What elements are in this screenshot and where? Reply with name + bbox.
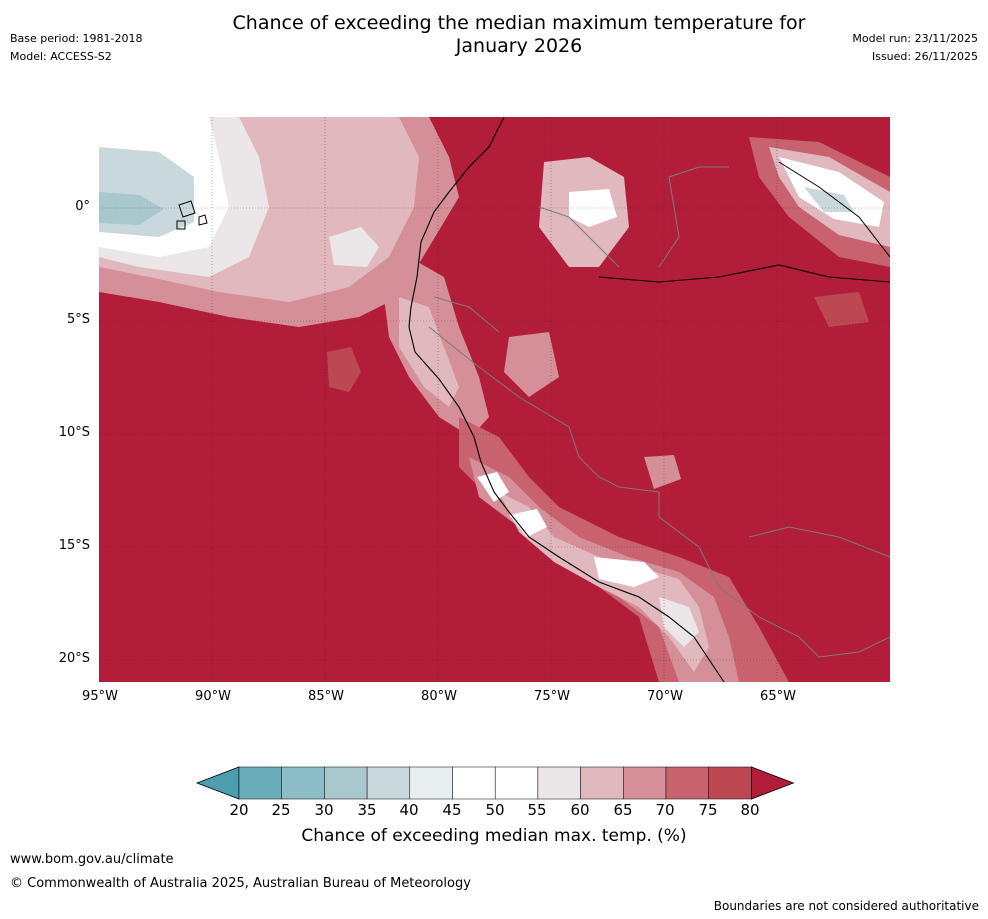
colorbar-tick-60: 60: [570, 801, 590, 819]
country-borders: [428, 166, 890, 658]
contour-60-peru: [499, 492, 709, 672]
contour-75-pacific-spot: [327, 347, 361, 392]
contour-60-pacific-patch: [329, 227, 379, 267]
lat-label-0: 0°: [75, 199, 90, 214]
contour-50-peru-b: [509, 509, 547, 537]
colorbar-title: Chance of exceeding median max. temp. (%…: [301, 826, 687, 846]
colorbar-cell: [580, 766, 624, 800]
colorbar-cell: [494, 766, 539, 800]
colorbar-tick-70: 70: [655, 801, 675, 819]
colorbar-tick-20: 20: [229, 801, 249, 819]
lon-label-65w: 65°W: [760, 689, 796, 704]
lat-label-15s: 15°S: [58, 538, 90, 553]
colorbar-tick-50: 50: [485, 801, 505, 819]
lat-label-10s: 10°S: [58, 425, 90, 440]
colorbar-cell: [366, 766, 411, 800]
lon-label-75w: 75°W: [534, 689, 570, 704]
lon-label-80w: 80°W: [421, 689, 457, 704]
graticule: [99, 117, 890, 682]
base-period: Base period: 1981-2018: [10, 32, 143, 45]
colorbar-cell: [324, 766, 368, 800]
map-title: Chance of exceeding the median maximum t…: [160, 12, 878, 58]
colorbar-tick-40: 40: [399, 801, 419, 819]
contour-70-amazon-patch: [504, 332, 559, 397]
contour-40-northeast: [804, 187, 854, 212]
colorbar-tick-80: 80: [740, 801, 760, 819]
contour-70-bolivia-patch: [644, 455, 681, 489]
colorbar-cell: [665, 766, 709, 800]
title-line-1: Chance of exceeding the median maximum t…: [232, 12, 806, 34]
meta-left: Base period: 1981-2018 Model: ACCESS-S2: [10, 32, 142, 68]
colorbar-tick-75: 75: [698, 801, 718, 819]
coastline-northeast: [778, 161, 890, 258]
contour-50-northeast: [779, 157, 884, 227]
colorbar-tick-45: 45: [442, 801, 462, 819]
contour-50-peru-c: [594, 557, 659, 587]
boundary-disclaimer: Boundaries are not considered authoritat…: [713, 899, 979, 913]
colorbar-tick-55: 55: [527, 801, 547, 819]
lon-label-95w: 95°W: [82, 689, 118, 704]
colorbar-tick-35: 35: [357, 801, 377, 819]
colorbar-cell: [281, 766, 325, 800]
colorbar-cell: [537, 766, 581, 800]
lon-label-90w: 90°W: [195, 689, 231, 704]
contour-75-east-patch: [814, 292, 869, 327]
colorbar-cell: [409, 766, 453, 800]
colorbar-cell: [708, 766, 752, 800]
colorbar-tick-25: 25: [271, 801, 291, 819]
galapagos-islands: [176, 200, 208, 230]
copyright-notice: © Commonwealth of Australia 2025, Austra…: [10, 876, 471, 891]
model-name: Model: ACCESS-S2: [10, 50, 112, 63]
contour-30-pacific: [99, 192, 164, 225]
lon-label-85w: 85°W: [308, 689, 344, 704]
model-run: Model run: 23/11/2025: [852, 32, 978, 45]
website-url: www.bom.gov.au/climate: [10, 852, 174, 867]
lon-label-70w: 70°W: [647, 689, 683, 704]
title-line-2: January 2026: [455, 35, 583, 57]
colorbar-tick-65: 65: [613, 801, 633, 819]
contour-65-andes-north: [399, 297, 459, 407]
colorbar-extend-low: [195, 766, 240, 800]
colorbar-cell: [452, 766, 496, 800]
colorbar: [195, 766, 795, 800]
coastline-north: [598, 264, 890, 283]
coastline: [408, 117, 725, 682]
lat-label-20s: 20°S: [58, 651, 90, 666]
colorbar-extend-high: [751, 766, 795, 800]
colorbar-tick-30: 30: [314, 801, 334, 819]
meta-right: Model run: 23/11/2025 Issued: 26/11/2025: [852, 32, 978, 68]
contour-55-peru-d: [659, 597, 699, 647]
colorbar-cell: [623, 766, 667, 800]
colorbar-cell: [238, 766, 282, 800]
forecast-map: [99, 117, 890, 682]
issued-date: Issued: 26/11/2025: [871, 50, 978, 63]
contour-50-peru-a: [477, 472, 509, 502]
contour-50-ecuador-patch: [569, 189, 617, 227]
lat-label-5s: 5°S: [66, 312, 90, 327]
